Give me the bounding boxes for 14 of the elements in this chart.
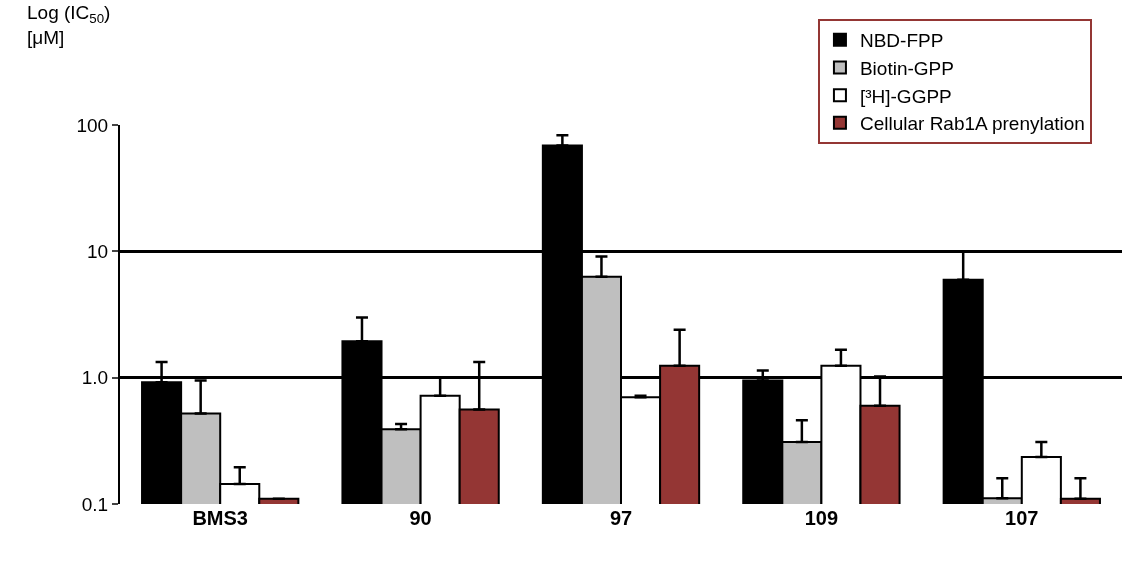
text: Log (IC$_{50}$) [μM] (27, 2, 111, 48)
y-tick-label: 0.1 (81, 493, 109, 515)
y-tick-label: 100 (76, 114, 109, 136)
x-tick-label: 107 (1005, 507, 1039, 529)
y-tick-label: 1.0 (81, 367, 109, 389)
x-tick-label: 109 (804, 507, 839, 529)
legend-label: Biotin-GPP (859, 57, 954, 79)
legend-label: [³H]-GGPP (859, 85, 952, 107)
x-tick-label: 90 (409, 507, 432, 529)
x-tick-label: 97 (609, 507, 633, 529)
x-tick-label: BMS3 (192, 507, 248, 529)
legend-label: NBD-FPP (859, 30, 944, 52)
legend-label: Cellular Rab1A prenylation (859, 113, 1085, 135)
y-tick-label: 10 (87, 240, 109, 262)
